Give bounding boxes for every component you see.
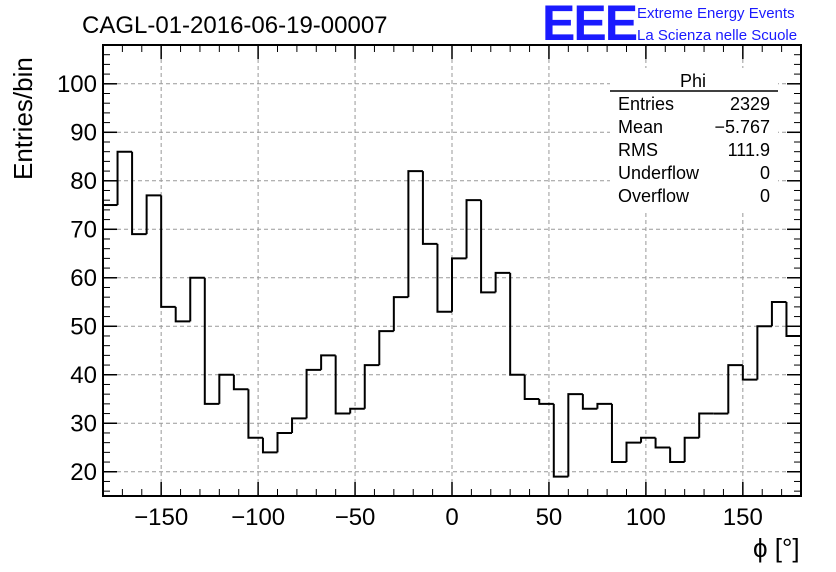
histogram-bin xyxy=(480,200,496,294)
histogram-bin xyxy=(349,407,365,414)
histogram-bin xyxy=(538,399,554,405)
y-tick-label: 20 xyxy=(70,459,97,486)
histogram-bin xyxy=(436,243,452,313)
histogram-bin xyxy=(189,276,205,322)
x-tick-label: −50 xyxy=(335,504,376,531)
stats-row-label: Overflow xyxy=(618,186,690,206)
histogram-bin xyxy=(669,447,685,464)
stats-row-label: Underflow xyxy=(618,163,700,183)
histogram-bin xyxy=(145,194,162,235)
histogram-bin xyxy=(116,150,133,206)
y-tick-label: 100 xyxy=(57,71,97,98)
histogram-bin xyxy=(581,394,598,410)
histogram-bin xyxy=(552,403,569,478)
y-tick-label: 60 xyxy=(70,265,97,292)
stats-row-value: −5.767 xyxy=(714,117,770,137)
eee-logo: EEE xyxy=(542,0,637,51)
histogram-bin xyxy=(523,374,540,401)
histogram-bin xyxy=(305,368,322,419)
stats-row-label: RMS xyxy=(618,140,658,160)
stats-box-title: Phi xyxy=(680,71,706,91)
histogram-bin xyxy=(596,402,612,409)
chart-title: CAGL-01-2016-06-19-00007 xyxy=(82,12,388,39)
x-tick-label: 50 xyxy=(536,504,563,531)
histogram-bin xyxy=(610,403,627,464)
histogram-bin xyxy=(247,389,263,439)
histogram-bin xyxy=(421,171,438,245)
histogram-bin xyxy=(232,374,249,391)
histogram-bin xyxy=(465,199,482,259)
histogram-bin xyxy=(291,417,307,433)
histogram-bin xyxy=(392,296,409,332)
x-tick-label: 100 xyxy=(626,504,666,531)
histogram-bin xyxy=(654,437,671,449)
histogram-bins xyxy=(103,64,802,478)
logo-line-2: La Scienza nelle Scuole xyxy=(637,27,797,44)
y-tick-label: 50 xyxy=(70,313,97,340)
stats-row-value: 111.9 xyxy=(728,140,770,160)
histogram-bin xyxy=(625,441,642,463)
histogram-bin xyxy=(741,365,758,381)
stats-row-value: 0 xyxy=(760,163,770,183)
x-axis-ticks: −150 −100 −50 0 50 100 150 xyxy=(121,45,783,531)
y-tick-label: 30 xyxy=(70,410,97,437)
histogram-bin xyxy=(276,431,293,453)
histogram-bin xyxy=(131,151,147,236)
stats-rows: Entries 2329 Mean −5.767 RMS 111.9 Underflow 0 O… xyxy=(618,94,770,206)
histogram-bin xyxy=(261,437,278,454)
stats-row-label: Mean xyxy=(618,117,663,137)
y-tick-label: 40 xyxy=(70,362,97,389)
histogram-bin xyxy=(451,257,467,312)
histogram-bin xyxy=(770,301,787,327)
y-tick-label: 70 xyxy=(70,216,97,243)
histogram-bin xyxy=(567,393,583,477)
histogram-bin xyxy=(494,271,511,293)
histogram-bin xyxy=(160,195,176,308)
histogram-bin xyxy=(203,277,220,405)
y-axis-ticks: 20 30 40 50 60 70 80 90 100 xyxy=(57,54,801,492)
x-tick-label: 0 xyxy=(445,504,458,531)
histogram-bin xyxy=(334,355,351,415)
histogram-bin xyxy=(320,354,336,370)
histogram-bin xyxy=(683,436,700,463)
y-tick-label: 90 xyxy=(70,119,97,146)
histogram-bin xyxy=(640,436,656,443)
logo-line-1: Extreme Energy Events xyxy=(637,5,795,22)
histogram-bin xyxy=(698,412,714,438)
histogram-bin xyxy=(407,170,423,298)
histogram-bin xyxy=(363,364,380,409)
y-axis-label: Entries/bin xyxy=(8,57,38,180)
y-tick-label: 80 xyxy=(70,168,97,195)
histogram-bin xyxy=(378,330,394,366)
stats-row-label: Entries xyxy=(618,94,674,114)
stats-box: Phi Entries 2329 Mean −5.767 RMS 111.9 Underfl… xyxy=(610,68,778,210)
histogram-bin xyxy=(509,272,525,376)
x-tick-label: −100 xyxy=(231,504,285,531)
x-tick-label: −150 xyxy=(134,504,188,531)
x-tick-label: 150 xyxy=(723,504,763,531)
stats-row-value: 2329 xyxy=(730,94,770,114)
histogram-bin xyxy=(174,306,191,323)
stats-row-value: 0 xyxy=(760,186,770,206)
x-axis-label: ϕ [°] xyxy=(753,533,800,563)
histogram-bin xyxy=(218,373,234,404)
histogram-bin xyxy=(727,364,743,414)
histogram-bin xyxy=(756,325,772,380)
